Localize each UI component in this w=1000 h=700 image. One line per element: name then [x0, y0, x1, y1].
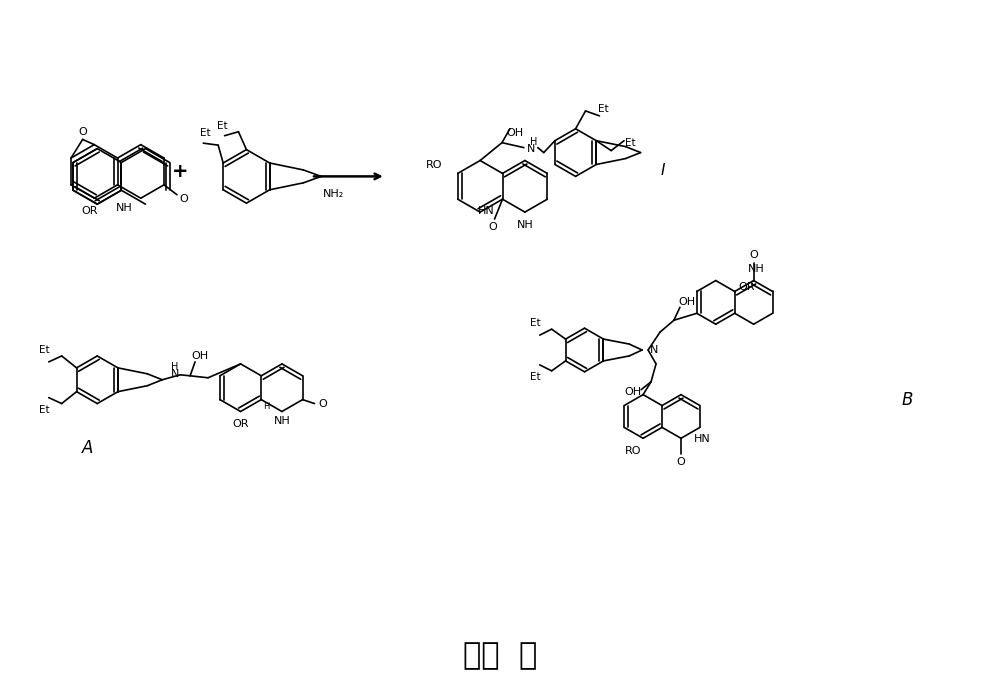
Text: O: O: [488, 222, 497, 232]
Text: OH: OH: [678, 298, 695, 307]
Text: OR: OR: [81, 206, 98, 216]
Text: H: H: [171, 362, 178, 372]
Text: NH: NH: [116, 203, 133, 213]
Text: Et: Et: [530, 372, 541, 382]
Text: NH: NH: [274, 416, 290, 426]
Text: NH₂: NH₂: [323, 189, 344, 199]
Text: H: H: [263, 402, 269, 411]
Text: I: I: [660, 163, 665, 178]
Text: A: A: [82, 439, 93, 457]
Text: H: H: [530, 136, 537, 147]
Text: Et: Et: [598, 104, 609, 114]
Text: O: O: [180, 194, 188, 204]
Text: N: N: [527, 144, 535, 153]
Text: OH: OH: [625, 386, 642, 397]
Text: RO: RO: [625, 446, 641, 456]
Text: O: O: [677, 457, 685, 467]
Text: Et: Et: [39, 405, 50, 414]
Text: O: O: [749, 250, 758, 260]
Text: Et: Et: [217, 121, 228, 131]
Text: +: +: [172, 162, 188, 181]
Text: B: B: [902, 391, 913, 409]
Text: Et: Et: [625, 138, 635, 148]
Text: HN: HN: [478, 206, 495, 216]
Text: RO: RO: [426, 160, 443, 171]
Text: O: O: [78, 127, 87, 137]
Text: N: N: [650, 345, 658, 355]
Text: OH: OH: [191, 351, 209, 361]
Text: O: O: [318, 398, 327, 409]
Text: OR: OR: [232, 419, 249, 429]
Text: Et: Et: [530, 318, 541, 328]
Text: NH: NH: [748, 264, 765, 274]
Text: HN: HN: [694, 434, 710, 444]
Text: Et: Et: [200, 128, 211, 138]
Text: NH: NH: [517, 220, 533, 230]
Text: OH: OH: [506, 127, 523, 138]
Text: 路线  一: 路线 一: [463, 641, 537, 670]
Text: N: N: [171, 369, 180, 379]
Text: OR: OR: [738, 283, 755, 293]
Text: Et: Et: [39, 345, 50, 355]
